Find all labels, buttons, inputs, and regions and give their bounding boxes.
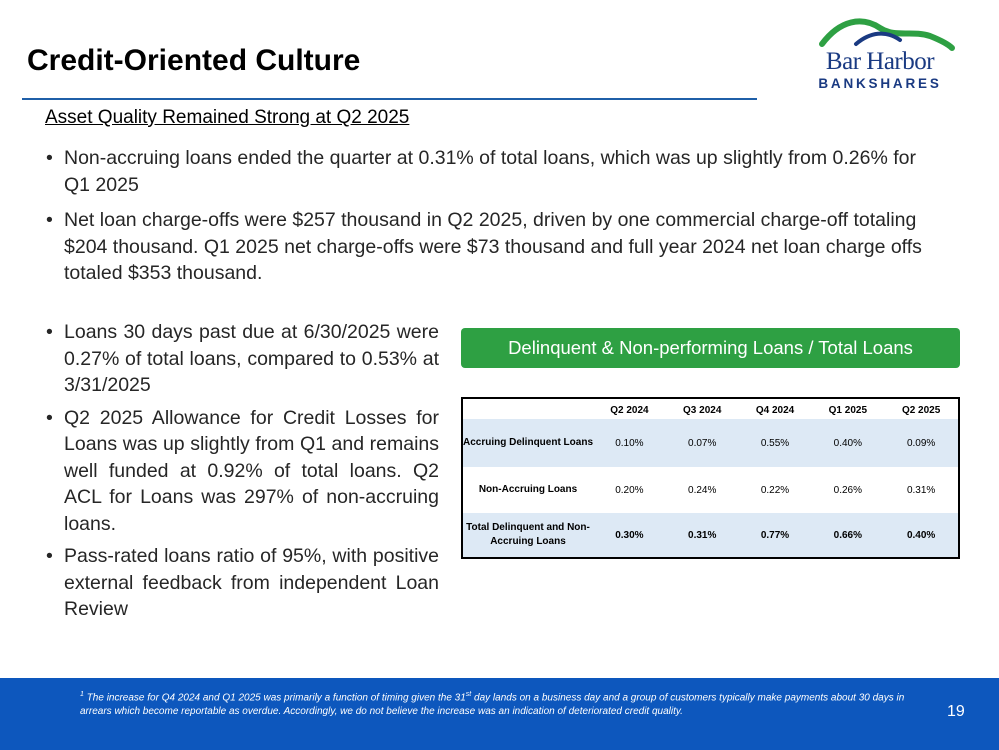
page-title: Credit-Oriented Culture bbox=[27, 44, 361, 77]
footnote: 1 The increase for Q4 2024 and Q1 2025 w… bbox=[80, 688, 930, 719]
row-label: Accruing Delinquent Loans bbox=[462, 419, 593, 467]
column-header: Q1 2025 bbox=[811, 398, 885, 419]
footer-bar: 1 The increase for Q4 2024 and Q1 2025 w… bbox=[0, 678, 999, 750]
left-bullet-list: Loans 30 days past due at 6/30/2025 were… bbox=[46, 319, 439, 629]
table-cell: 0.26% bbox=[833, 484, 863, 496]
table-cell: 0.55% bbox=[738, 419, 812, 467]
table-cell: 0.31% bbox=[665, 513, 739, 558]
table-cell: 0.30% bbox=[593, 513, 666, 558]
bullet-item: Q2 2025 Allowance for Credit Losses for … bbox=[46, 405, 439, 538]
bullet-item: Loans 30 days past due at 6/30/2025 were… bbox=[46, 319, 439, 399]
footnote-text-continued: day lands on a business day and a group … bbox=[80, 692, 905, 718]
column-header bbox=[462, 398, 593, 419]
table-cell: 0.22% bbox=[760, 484, 790, 496]
footnote-text: The increase for Q4 2024 and Q1 2025 was… bbox=[86, 692, 466, 704]
page-number: 19 bbox=[947, 703, 965, 720]
column-header: Q3 2024 bbox=[665, 398, 739, 419]
title-divider bbox=[22, 98, 757, 100]
table-cell: 0.40% bbox=[811, 419, 885, 467]
table-cell: 0.31% bbox=[906, 484, 936, 496]
footnote-marker: 1 bbox=[80, 691, 84, 698]
table-cell: 0.24% bbox=[688, 484, 717, 496]
mountain-swoosh-icon bbox=[819, 18, 955, 51]
table-header-banner: Delinquent & Non-performing Loans / Tota… bbox=[461, 328, 960, 368]
table-row: Accruing Delinquent Loans 0.10% 0.07% 0.… bbox=[462, 419, 959, 467]
column-header: Q2 2024 bbox=[593, 398, 666, 419]
column-header: Q4 2024 bbox=[738, 398, 812, 419]
table-row: Total Delinquent and Non-Accruing Loans … bbox=[462, 513, 959, 558]
table-row: Non-Accruing Loans 0.20% 0.24% 0.22% 0.2… bbox=[462, 467, 959, 513]
table-cell: 0.20% bbox=[615, 484, 644, 496]
table-cell: 0.77% bbox=[738, 513, 812, 558]
top-bullet-list: Non-accruing loans ended the quarter at … bbox=[46, 145, 926, 296]
logo-wordmark: Bar Harbor bbox=[825, 48, 935, 75]
table-cell: 0.10% bbox=[593, 419, 666, 467]
table-cell: 0.09% bbox=[884, 419, 959, 467]
table-cell: 0.40% bbox=[884, 513, 959, 558]
table-header-row: Q2 2024 Q3 2024 Q4 2024 Q1 2025 Q2 2025 bbox=[462, 398, 959, 419]
row-label: Total Delinquent and Non-Accruing Loans bbox=[462, 513, 593, 558]
logo-subtitle: BANKSHARES bbox=[818, 76, 942, 91]
table-cell: 0.07% bbox=[665, 419, 739, 467]
footnote-ordinal: st bbox=[465, 691, 472, 698]
table-cell: 0.66% bbox=[811, 513, 885, 558]
bullet-item: Non-accruing loans ended the quarter at … bbox=[46, 145, 926, 198]
column-header: Q2 2025 bbox=[884, 398, 959, 419]
company-logo: Bar Harbor BANKSHARES bbox=[800, 14, 970, 94]
bullet-item: Net loan charge-offs were $257 thousand … bbox=[46, 207, 926, 287]
section-subtitle: Asset Quality Remained Strong at Q2 2025 bbox=[45, 107, 410, 128]
delinquency-table: Q2 2024 Q3 2024 Q4 2024 Q1 2025 Q2 2025 … bbox=[461, 397, 960, 559]
row-label: Non-Accruing Loans bbox=[478, 484, 578, 495]
bullet-item: Pass-rated loans ratio of 95%, with posi… bbox=[46, 543, 439, 623]
